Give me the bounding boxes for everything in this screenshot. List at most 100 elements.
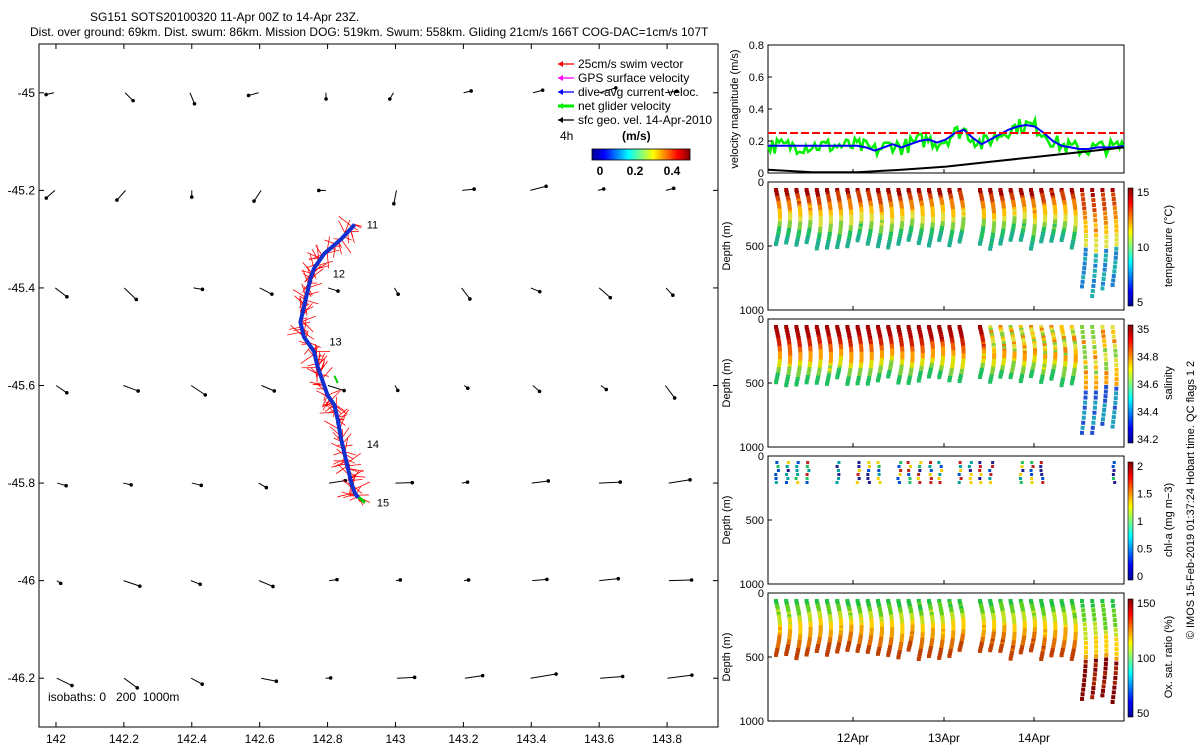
oxygen-mark xyxy=(787,619,792,624)
temperature-mark xyxy=(1102,206,1107,211)
temperature-mark xyxy=(815,240,820,245)
temperature-mark xyxy=(1071,196,1076,201)
temperature-mark xyxy=(1063,214,1068,219)
temperature-mark xyxy=(818,226,823,231)
map-y-ticks: -45-45.2-45.4-45.6-45.8-46-46.2 xyxy=(8,86,718,685)
temperature-mark xyxy=(1093,223,1098,228)
geo-arrow xyxy=(598,481,621,484)
oxygen-mark xyxy=(796,607,801,612)
oxygen-mark xyxy=(980,639,985,644)
temperature-mark xyxy=(979,193,984,198)
oxygen-mark xyxy=(878,609,883,614)
salinity-mark xyxy=(961,355,966,360)
temperature-mark xyxy=(1022,216,1027,221)
temperature-mark xyxy=(1082,266,1087,271)
salinity-mark xyxy=(817,367,822,372)
oxygen-mark xyxy=(998,599,1003,603)
salinity-mark xyxy=(951,358,956,363)
oxygen-mark xyxy=(899,612,904,617)
temperature-mark xyxy=(1081,201,1086,206)
salinity-mark xyxy=(1102,338,1107,343)
map-y-tick-label: -46 xyxy=(18,574,36,588)
salinity-mark xyxy=(857,370,862,375)
oxygen-mark xyxy=(1062,637,1067,642)
salinity-mark xyxy=(920,347,925,352)
oxygen-mark xyxy=(928,606,933,611)
oxygen-mark xyxy=(940,636,945,641)
temperature-mark xyxy=(879,209,884,214)
salinity-mark xyxy=(1090,330,1095,335)
oxygen-mark xyxy=(798,634,803,639)
oxygen-mark xyxy=(1061,609,1066,614)
temperature-mark xyxy=(774,239,779,244)
temperature-mark xyxy=(817,201,822,206)
salinity-mark xyxy=(898,372,903,377)
temperature-mark xyxy=(886,190,891,195)
oxygen-mark xyxy=(898,644,903,649)
oxygen-mark xyxy=(866,645,871,650)
oxygen-mark xyxy=(1020,606,1025,611)
oxygen-mark xyxy=(900,623,905,628)
temperature-mark xyxy=(808,215,813,220)
oxygen-mark xyxy=(847,608,852,613)
temperature-mark xyxy=(1001,223,1006,228)
salinity-mark xyxy=(835,325,840,329)
temperature-mark xyxy=(807,202,812,207)
salinity-mark xyxy=(1063,349,1068,354)
salinity-mark xyxy=(1081,335,1086,340)
salinity-mark xyxy=(896,325,901,329)
oxygen-mark xyxy=(1032,629,1037,634)
temperature-mark xyxy=(798,221,803,226)
temperature-mark xyxy=(927,190,932,195)
salinity-mark xyxy=(805,375,810,380)
salinity-mark xyxy=(920,353,925,358)
salinity-mark xyxy=(808,356,813,361)
map-x-ticks: 142 142.2 142.4 142.6 142.8 143 143.2 143.4 143.… xyxy=(46,44,682,746)
chla-mark xyxy=(857,461,861,464)
oxygen-mark xyxy=(774,599,778,603)
oxygen-mark xyxy=(1042,621,1047,626)
oxygen-mark xyxy=(1094,640,1099,645)
oxygen-mark xyxy=(988,601,993,606)
geo-arrow-head xyxy=(616,576,621,581)
salinity-mark xyxy=(981,344,986,349)
oxygen-mark xyxy=(856,646,861,651)
temperature-mark xyxy=(907,233,912,238)
oxygen-mark xyxy=(1082,622,1087,627)
salinity-mark xyxy=(979,370,984,375)
temperature-mark xyxy=(1031,235,1036,240)
oxygen-mark xyxy=(1073,634,1078,639)
temperature-mark xyxy=(1102,267,1107,272)
colorbar-tick-label: 34.8 xyxy=(1137,352,1158,364)
temperature-mark xyxy=(1052,204,1057,209)
salinity-mark xyxy=(817,340,822,345)
map-x-tick-label: 143 xyxy=(385,732,405,746)
chla-mark xyxy=(1113,481,1117,484)
temperature-mark xyxy=(1010,228,1015,233)
salinity-mark xyxy=(807,338,812,343)
geo-arrow-head xyxy=(246,93,251,98)
salinity-mark xyxy=(1019,330,1024,335)
oxygen-mark xyxy=(804,599,809,603)
salinity-mark xyxy=(1073,343,1078,348)
oxygen-mark xyxy=(1103,630,1108,635)
chla-mark xyxy=(969,473,973,476)
oxygen-mark xyxy=(1113,627,1118,632)
oxygen-mark xyxy=(920,632,925,637)
oxygen-mark xyxy=(1011,612,1016,617)
depth-axis-label: Depth (m) xyxy=(721,222,733,271)
oxygen-mark xyxy=(900,620,905,625)
salinity-mark xyxy=(1100,421,1105,426)
salinity-mark xyxy=(858,365,863,370)
temperature-mark xyxy=(808,205,813,210)
legend-extra: 4h xyxy=(560,129,573,143)
geo-arrow xyxy=(189,92,195,104)
salinity-mark xyxy=(876,325,880,329)
oxygen-mark xyxy=(1011,642,1016,647)
salinity-mark xyxy=(1022,355,1027,360)
salinity-mark xyxy=(1030,369,1035,374)
oxygen-mark xyxy=(930,638,935,643)
temperature-mark xyxy=(939,226,944,231)
oxygen-mark xyxy=(1010,607,1015,612)
temperature-mark xyxy=(1091,283,1096,288)
